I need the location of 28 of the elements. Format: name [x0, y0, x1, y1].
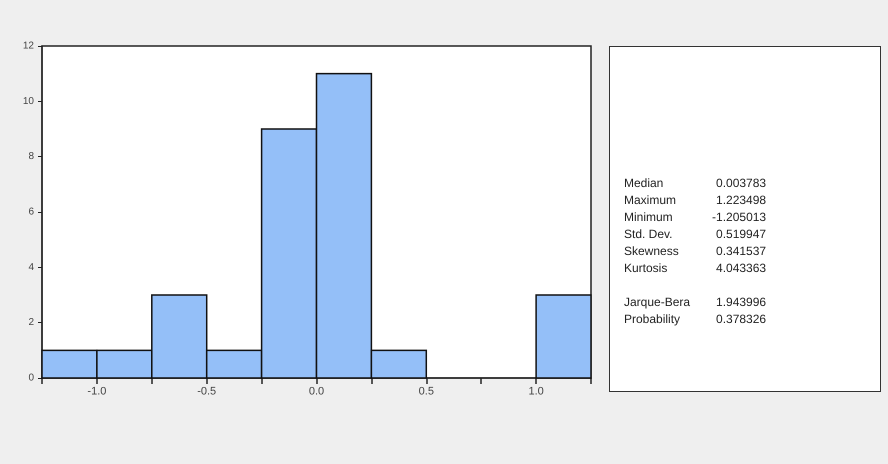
text: -1.205013 [711, 209, 766, 226]
text: 4.043363 [715, 260, 766, 277]
text: Minimum [624, 209, 674, 226]
x-tick-label: -1.0 [87, 386, 106, 398]
y-tick-label: 8 [28, 151, 34, 162]
text: Skewness [624, 243, 680, 260]
y-tick-label: 6 [28, 206, 34, 218]
text: 1.223498 [715, 192, 766, 209]
text: Median [624, 175, 664, 192]
text: 0.519947 [715, 226, 766, 243]
text: Jarque-Bera [624, 294, 690, 311]
y-tick-label: 12 [22, 40, 34, 52]
y-tick-label: 10 [22, 96, 34, 107]
x-tick-label: 0.5 [418, 386, 434, 398]
x-tick-label: 1.0 [528, 386, 544, 398]
text: Kurtosis [624, 260, 668, 277]
text: 0.003783 [715, 175, 766, 192]
y-tick-label: 2 [28, 317, 34, 328]
x-tick-label: 0.0 [308, 386, 324, 398]
y-tick-label: 4 [28, 262, 34, 273]
x-tick-label: -0.5 [197, 386, 216, 398]
y-tick-label: 0 [28, 372, 34, 384]
text: Maximum [624, 192, 678, 209]
text: 1.943996 [715, 294, 766, 311]
text: Std. Dev. [624, 226, 674, 243]
text: Probability [624, 311, 682, 328]
text: 0.378326 [715, 311, 766, 328]
text: 0.341537 [715, 243, 766, 260]
